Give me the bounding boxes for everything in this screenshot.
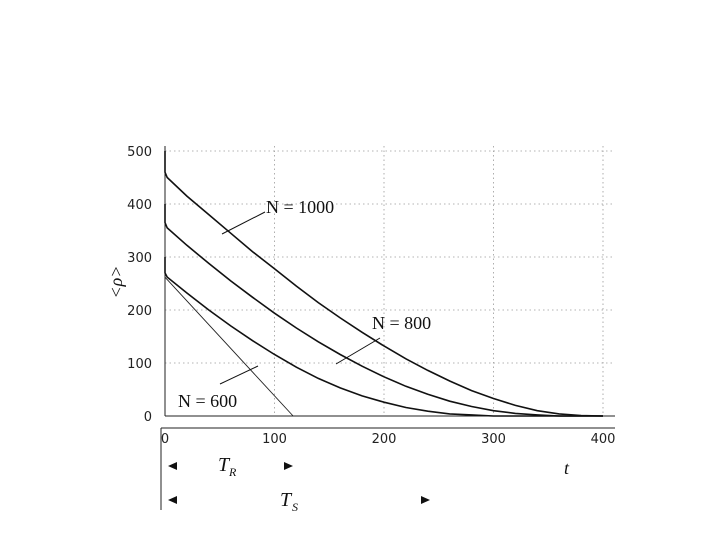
series-line-1 — [164, 151, 604, 417]
x-tick-labels: 0 100 200 300 400 — [161, 432, 616, 447]
n600-leader-line — [219, 365, 259, 385]
tau-s-right-arrow-icon — [421, 496, 430, 504]
tau-s-label: T — [280, 489, 293, 511]
y-tick-labels: 0 100 200 300 400 500 — [127, 145, 152, 425]
x-tick-label: 0 — [161, 432, 169, 447]
x-tick-label: 200 — [372, 432, 397, 447]
n800-label: N = 800 — [372, 313, 431, 333]
grid — [165, 146, 615, 416]
tau-s-marker: T S — [168, 489, 430, 514]
x-tick-label: 100 — [262, 432, 287, 447]
n1000-label: N = 1000 — [266, 197, 334, 217]
tau-r-left-arrow-icon — [168, 462, 177, 470]
tau-r-label: T — [218, 454, 231, 476]
y-tick-label: 100 — [127, 357, 152, 372]
n800-leader-line — [335, 337, 381, 365]
tau-s-left-arrow-icon — [168, 496, 177, 504]
y-tick-label: 300 — [127, 251, 152, 266]
n600-label: N = 600 — [178, 391, 237, 411]
tau-r-subscript: R — [228, 465, 237, 479]
x-tick-label: 400 — [591, 432, 616, 447]
tau-s-subscript: S — [292, 500, 298, 514]
y-axis-label: <ρ> — [106, 266, 126, 299]
n1000-leader-line — [221, 211, 266, 235]
x-tick-label: 300 — [481, 432, 506, 447]
y-tick-label: 0 — [144, 410, 152, 425]
series-line-2 — [164, 204, 603, 417]
tangent-line — [164, 276, 294, 417]
y-tick-label: 500 — [127, 145, 152, 160]
y-tick-label: 200 — [127, 304, 152, 319]
tau-r-right-arrow-icon — [284, 462, 293, 470]
series — [164, 151, 604, 417]
y-tick-label: 400 — [127, 198, 152, 213]
series-line-3 — [164, 257, 603, 417]
tau-r-marker: T R — [168, 454, 293, 479]
t-axis-label: t — [564, 458, 570, 478]
